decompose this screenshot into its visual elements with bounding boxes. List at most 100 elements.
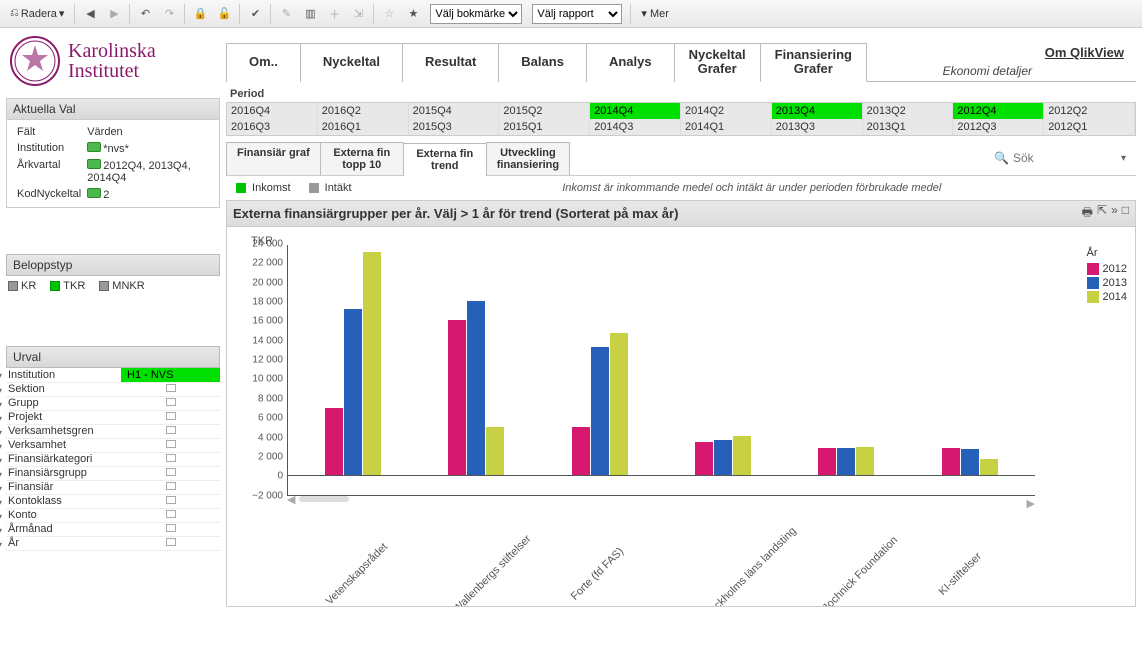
check-circle-icon[interactable]: ✔ <box>244 3 266 25</box>
legend-item[interactable]: Inkomst <box>236 182 291 194</box>
fastforward-icon[interactable]: » <box>1111 203 1118 224</box>
period-cell[interactable]: 2015Q4 <box>409 103 500 119</box>
export-icon[interactable]: ⇱ <box>1097 203 1107 224</box>
period-cell[interactable]: 2013Q3 <box>772 119 863 135</box>
bar[interactable] <box>942 448 960 475</box>
plus-icon[interactable]: ＋ <box>323 3 345 25</box>
nav-tab[interactable]: NyckeltalGrafer <box>674 43 761 82</box>
period-cell[interactable]: 2016Q2 <box>318 103 409 119</box>
search-input[interactable] <box>1013 151 1073 165</box>
urval-label[interactable]: ▾Finansiärsgrupp <box>6 466 121 480</box>
period-cell[interactable]: 2014Q2 <box>681 103 772 119</box>
nav-tab[interactable]: Nyckeltal <box>300 43 403 82</box>
scroll-right[interactable]: ▶ <box>1027 497 1035 510</box>
scroll-left[interactable]: ◀ <box>287 493 349 506</box>
period-cell[interactable]: 2015Q2 <box>499 103 590 119</box>
nav-tab[interactable]: FinansieringGrafer <box>760 43 867 82</box>
nav-tab[interactable]: Balans <box>498 43 587 82</box>
urval-label[interactable]: ▾Sektion <box>6 382 121 396</box>
star-icon[interactable]: ★ <box>402 3 424 25</box>
bar[interactable] <box>572 427 590 475</box>
edit-icon[interactable]: ✎ <box>275 3 297 25</box>
urval-value[interactable] <box>121 438 220 452</box>
scroll-track[interactable] <box>299 496 349 502</box>
bar[interactable] <box>325 408 343 476</box>
period-cell[interactable]: 2015Q3 <box>409 119 500 135</box>
report-select[interactable]: Välj rapport <box>532 4 622 24</box>
unlock-icon[interactable]: 🔓 <box>213 3 235 25</box>
urval-value[interactable]: H1 - NVS <box>121 368 220 382</box>
period-cell[interactable]: 2013Q1 <box>863 119 954 135</box>
lock-icon[interactable]: 🔒 <box>189 3 211 25</box>
chart-icon[interactable]: ▥ <box>299 3 321 25</box>
redo-icon[interactable]: ↷ <box>158 3 180 25</box>
urval-value[interactable] <box>121 494 220 508</box>
urval-value[interactable] <box>121 410 220 424</box>
period-cell[interactable]: 2016Q3 <box>227 119 318 135</box>
urval-label[interactable]: ▾Konto <box>6 508 121 522</box>
urval-value[interactable] <box>121 508 220 522</box>
subtab[interactable]: Finansiär graf <box>226 142 321 175</box>
bar[interactable] <box>363 252 381 475</box>
period-cell[interactable]: 2012Q1 <box>1044 119 1135 135</box>
belopp-item[interactable]: TKR <box>50 280 85 292</box>
period-cell[interactable]: 2014Q1 <box>681 119 772 135</box>
urval-value[interactable] <box>121 466 220 480</box>
bar[interactable] <box>856 447 874 475</box>
urval-value[interactable] <box>121 396 220 410</box>
undo-icon[interactable]: ↶ <box>134 3 156 25</box>
aktuella-value[interactable]: *nvs* <box>85 141 211 156</box>
print-icon[interactable]: 🖶 <box>1082 203 1093 224</box>
chevron-down-icon[interactable]: ▾ <box>1121 153 1126 164</box>
radera-button[interactable]: ⎌ Radera ▾ <box>4 3 70 25</box>
bar[interactable] <box>344 309 362 476</box>
urval-label[interactable]: ▾År <box>6 536 121 550</box>
mer-link[interactable]: ▾ Mer <box>641 7 669 20</box>
urval-label[interactable]: ▾Verksamhetsgren <box>6 424 121 438</box>
urval-label[interactable]: ▾Projekt <box>6 410 121 424</box>
period-cell[interactable]: 2012Q2 <box>1044 103 1135 119</box>
urval-label[interactable]: ▾Institution <box>6 368 121 382</box>
period-cell[interactable]: 2014Q3 <box>590 119 681 135</box>
urval-value[interactable] <box>121 452 220 466</box>
bar[interactable] <box>467 301 485 475</box>
period-cell[interactable]: 2016Q4 <box>227 103 318 119</box>
period-cell[interactable]: 2015Q1 <box>499 119 590 135</box>
subtab[interactable]: Externa fintopp 10 <box>320 142 404 175</box>
next-icon[interactable]: ▶ <box>103 3 125 25</box>
urval-value[interactable] <box>121 480 220 494</box>
bar[interactable] <box>714 440 732 476</box>
subtab[interactable]: Externa fintrend <box>403 143 487 176</box>
maximize-icon[interactable]: □ <box>1122 203 1129 224</box>
bar[interactable] <box>961 449 979 475</box>
aktuella-value[interactable]: 2 <box>85 187 211 202</box>
star-add-icon[interactable]: ☆ <box>378 3 400 25</box>
nav-tab[interactable]: Resultat <box>402 43 499 82</box>
belopp-item[interactable]: KR <box>8 280 36 292</box>
urval-value[interactable] <box>121 522 220 536</box>
bar[interactable] <box>591 347 609 475</box>
search-box[interactable]: 🔍 ▾ <box>994 151 1136 165</box>
period-cell[interactable]: 2012Q4 <box>953 103 1044 119</box>
urval-label[interactable]: ▾Verksamhet <box>6 438 121 452</box>
subtab[interactable]: Utvecklingfinansiering <box>486 142 570 175</box>
bar[interactable] <box>448 320 466 475</box>
urval-value[interactable] <box>121 424 220 438</box>
period-cell[interactable]: 2013Q2 <box>863 103 954 119</box>
urval-value[interactable] <box>121 382 220 396</box>
nav-tab[interactable]: Analys <box>586 43 675 82</box>
chart-legend-item[interactable]: 2012 <box>1087 263 1127 275</box>
bar[interactable] <box>610 333 628 475</box>
belopp-item[interactable]: MNKR <box>99 280 144 292</box>
urval-label[interactable]: ▾Finansiärkategori <box>6 452 121 466</box>
legend-item[interactable]: Intäkt <box>309 182 352 194</box>
attach-icon[interactable]: ⇲ <box>347 3 369 25</box>
period-cell[interactable]: 2013Q4 <box>772 103 863 119</box>
urval-label[interactable]: ▾Kontoklass <box>6 494 121 508</box>
bar[interactable] <box>980 459 998 475</box>
aktuella-value[interactable]: 2012Q4, 2013Q4, 2014Q4 <box>85 158 211 185</box>
bar[interactable] <box>733 436 751 476</box>
nav-tab[interactable]: Om.. <box>226 43 301 82</box>
urval-value[interactable] <box>121 536 220 550</box>
urval-label[interactable]: ▾Finansiär <box>6 480 121 494</box>
